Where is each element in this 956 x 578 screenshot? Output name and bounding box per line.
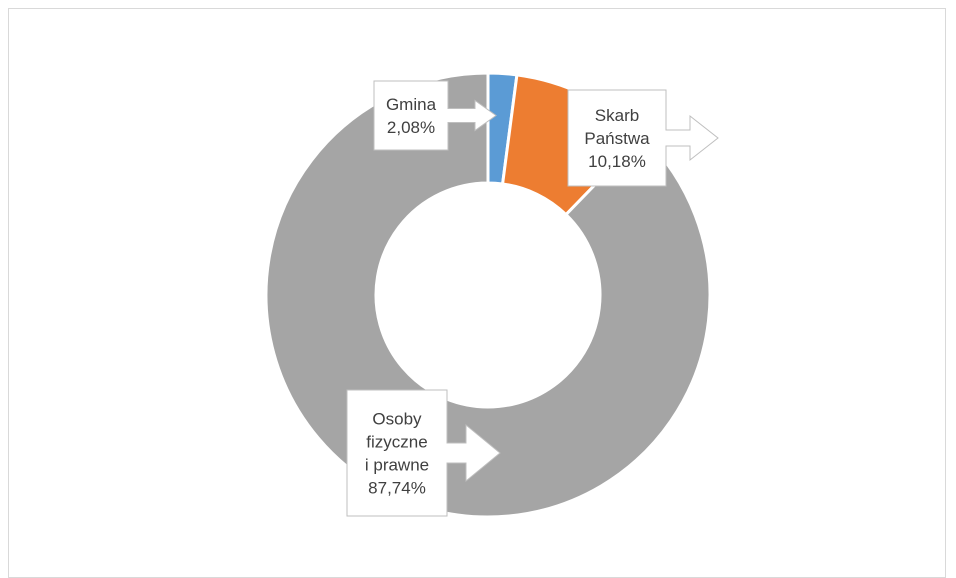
callout-box xyxy=(346,389,501,517)
callouts-group: Gmina 2,08% Skarb Państwa 10,18% Osoby fizyczn… xyxy=(346,80,719,517)
data-label-value: 2,08% xyxy=(387,118,435,137)
data-label-category: fizyczne xyxy=(366,433,427,452)
data-label-category: Gmina xyxy=(386,95,437,114)
callout-gmina: Gmina 2,08% xyxy=(373,80,497,151)
callout-box xyxy=(373,80,497,151)
callout-skarb-panstwa: Skarb Państwa 10,18% xyxy=(567,89,719,187)
data-label-value: 10,18% xyxy=(588,152,646,171)
data-label-category: Osoby xyxy=(372,410,422,429)
data-label-value: 87,74% xyxy=(368,479,426,498)
data-label-category: Skarb xyxy=(595,106,639,125)
callout-osoby-fizyczne-i-prawne: Osoby fizyczne i prawne 87,74% xyxy=(346,389,501,517)
data-label-category: i prawne xyxy=(365,456,429,475)
data-label-category: Państwa xyxy=(584,129,650,148)
callout-box xyxy=(567,89,719,187)
